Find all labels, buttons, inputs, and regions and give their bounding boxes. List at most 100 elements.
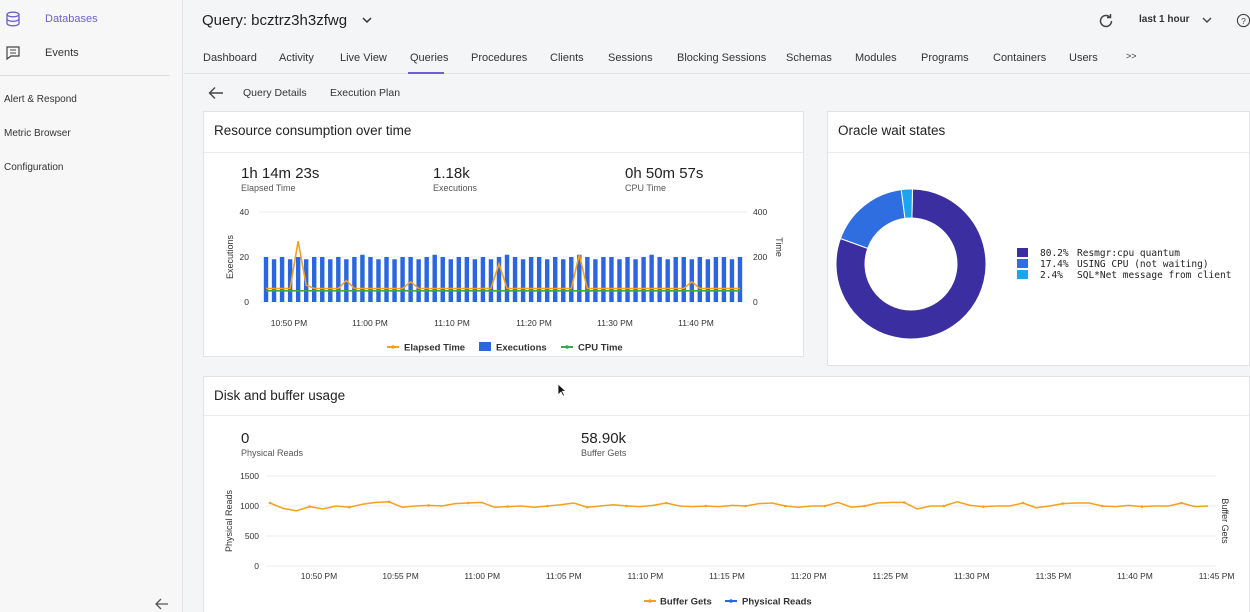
tab-more[interactable]: >> — [1126, 51, 1137, 61]
stat-value: 1.18k — [433, 165, 470, 182]
time-range-select[interactable]: last 1 hour — [1139, 14, 1190, 25]
buffer-gets-point — [942, 504, 946, 508]
sub-navigation: Query Details Execution Plan — [184, 80, 1250, 106]
execution-bar — [561, 259, 566, 302]
stat-value: 0h 50m 57s — [625, 165, 704, 182]
x-tick-label: 11:20 PM — [791, 571, 827, 581]
active-tab-indicator — [408, 72, 444, 74]
execution-bar — [328, 259, 333, 302]
execution-bar — [424, 257, 429, 302]
execution-bar — [360, 254, 365, 302]
tab-programs[interactable]: Programs — [921, 52, 969, 64]
execution-bar — [689, 259, 694, 302]
execution-bar — [729, 259, 735, 302]
donut-slice-using-cpu — [839, 189, 906, 250]
legend-name: Resmgr:cpu quantum — [1077, 248, 1180, 259]
card-divider — [204, 152, 803, 153]
collapse-sidebar-icon[interactable] — [155, 598, 169, 610]
card-title: Resource consumption over time — [214, 123, 412, 138]
sidebar: Databases Events Alert & Respond Metric … — [0, 0, 183, 612]
execution-bar — [408, 257, 413, 302]
legend-physical-reads-label: Physical Reads — [742, 597, 812, 608]
execution-bar — [609, 257, 614, 302]
execution-bar — [617, 259, 622, 302]
x-tick-label: 11:00 PM — [352, 318, 388, 328]
buffer-gets-point — [1021, 501, 1025, 505]
execution-bar — [633, 259, 638, 302]
sidebar-item-configuration[interactable]: Configuration — [4, 162, 64, 173]
buffer-gets-point — [863, 504, 866, 508]
tab-modules[interactable]: Modules — [855, 52, 897, 64]
refresh-icon[interactable] — [1097, 12, 1115, 30]
execution-bar — [649, 254, 654, 302]
help-icon[interactable]: ? — [1236, 13, 1250, 28]
tab-users[interactable]: Users — [1069, 52, 1098, 64]
execution-bar — [464, 257, 470, 302]
legend-executions-label: Executions — [496, 343, 547, 354]
x-tick-label: 11:35 PM — [1036, 571, 1072, 581]
oracle-wait-states-card: Oracle wait states 80.2% Resmgr:cpu quant… — [827, 111, 1250, 366]
tab-procedures[interactable]: Procedures — [471, 52, 528, 64]
mouse-cursor-icon — [557, 383, 567, 397]
buffer-gets-point — [1101, 504, 1104, 508]
execution-bar — [496, 257, 502, 302]
stat-label: CPU Time — [625, 183, 667, 193]
execution-bar — [697, 257, 703, 302]
tab-sessions[interactable]: Sessions — [608, 52, 653, 64]
tab-live-view[interactable]: Live View — [340, 52, 387, 64]
execution-bar — [665, 259, 670, 302]
tab-queries[interactable]: Queries — [410, 52, 449, 64]
sidebar-item-metric-browser[interactable]: Metric Browser — [4, 128, 71, 139]
y2-axis-label: Time — [774, 237, 784, 257]
stat-label: Executions — [433, 183, 478, 193]
stat-label: Buffer Gets — [581, 448, 627, 458]
sidebar-item-databases[interactable]: Databases — [0, 11, 98, 27]
buffer-gets-point — [427, 504, 430, 507]
execution-bar — [585, 257, 590, 302]
execution-bar — [657, 257, 662, 302]
legend-elapsed-time-label: Elapsed Time — [404, 343, 465, 354]
y2-tick-label: 0 — [753, 297, 758, 307]
chevron-down-icon[interactable] — [360, 13, 374, 27]
stat-executions: 1.18k Executions — [433, 165, 477, 193]
x-tick-label: 11:30 PM — [597, 318, 633, 328]
y-tick-label: 20 — [240, 252, 250, 262]
execution-bar — [488, 259, 494, 302]
execution-bar — [416, 259, 421, 302]
stat-physical-reads: 0 Physical Reads — [241, 430, 303, 458]
execution-bar — [295, 257, 301, 302]
y-tick-label: 0 — [244, 297, 249, 307]
execution-bar — [368, 257, 373, 302]
tab-dashboard[interactable]: Dashboard — [203, 52, 257, 64]
stat-buffer-gets: 58.90k Buffer Gets — [581, 430, 626, 458]
legend-swatch — [1017, 259, 1028, 268]
tab-containers[interactable]: Containers — [993, 52, 1047, 64]
execution-plan-link[interactable]: Execution Plan — [330, 87, 401, 99]
page-title: Query: bcztrz3h3zfwg — [202, 12, 348, 29]
chevron-down-icon[interactable] — [1201, 14, 1213, 26]
y-tick-label: 1500 — [240, 471, 259, 481]
tab-blocking-sessions[interactable]: Blocking Sessions — [677, 52, 767, 64]
legend-elapsed-time-marker — [391, 345, 395, 349]
execution-bar — [320, 257, 325, 302]
x-tick-label: 11:40 PM — [1117, 571, 1153, 581]
legend-swatch — [1017, 248, 1028, 257]
legend-pct: 2.4% — [1040, 270, 1063, 281]
tab-activity[interactable]: Activity — [279, 52, 314, 64]
legend-pct: 80.2% — [1040, 248, 1069, 259]
sidebar-item-alert-respond[interactable]: Alert & Respond — [4, 94, 77, 105]
legend-cpu-time-label: CPU Time — [578, 343, 623, 354]
sidebar-item-events[interactable]: Events — [0, 45, 79, 61]
stat-label: Elapsed Time — [241, 183, 296, 193]
back-arrow-icon[interactable] — [208, 86, 224, 100]
execution-bar — [705, 259, 711, 302]
x-tick-label: 11:05 PM — [546, 571, 582, 581]
stat-value: 1h 14m 23s — [241, 165, 320, 182]
execution-bar — [625, 257, 630, 302]
tab-clients[interactable]: Clients — [550, 52, 584, 64]
execution-bar — [673, 257, 678, 302]
query-details-link[interactable]: Query Details — [243, 87, 307, 99]
buffer-gets-point — [347, 505, 351, 509]
buffer-gets-point — [546, 504, 549, 508]
tab-schemas[interactable]: Schemas — [786, 52, 832, 64]
